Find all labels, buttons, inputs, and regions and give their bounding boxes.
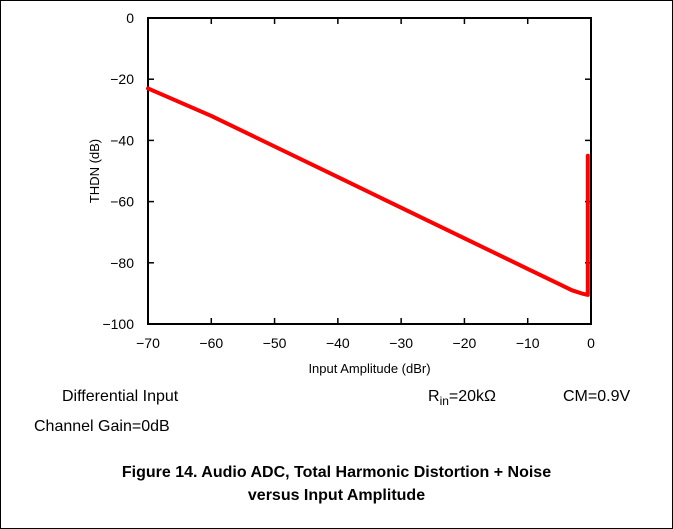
y-tick-label: −20 [110, 71, 134, 87]
figure-caption-line1: Figure 14. Audio ADC, Total Harmonic Dis… [121, 464, 552, 481]
thdn-chart: −70 −60 −50 −40 −30 −20 −10 00−20−40−60−80−100I… [87, 10, 595, 376]
x-tick-label: −20 [453, 335, 477, 351]
x-tick-label: −30 [389, 335, 413, 351]
y-tick-label: −60 [110, 194, 134, 210]
condition-differential-input: Differential Input [62, 388, 179, 405]
condition-cm: CM=0.9V [563, 388, 631, 405]
series-line [146, 86, 590, 297]
condition-channel-gain: Channel Gain=0dB [34, 418, 170, 435]
x-tick-label: −40 [326, 335, 350, 351]
y-axis-label: THDN (dB) [87, 139, 102, 203]
x-tick-label: −10 [516, 335, 540, 351]
y-tick-label: −80 [110, 255, 134, 271]
y-tick-label: −40 [110, 132, 134, 148]
x-tick-label: −60 [199, 335, 223, 351]
plot-area-frame [147, 17, 592, 325]
figure-caption-line2: versus Input Amplitude [247, 487, 426, 504]
y-tick-label: 0 [126, 10, 134, 26]
x-tick-label: 0 [587, 335, 595, 351]
y-tick-label: −100 [102, 316, 134, 332]
condition-rin: Rin=20kΩ [428, 388, 497, 409]
x-tick-label: −50 [263, 335, 287, 351]
x-tick-label: −70 [136, 335, 160, 351]
x-axis-label: Input Amplitude (dBr) [308, 361, 430, 376]
